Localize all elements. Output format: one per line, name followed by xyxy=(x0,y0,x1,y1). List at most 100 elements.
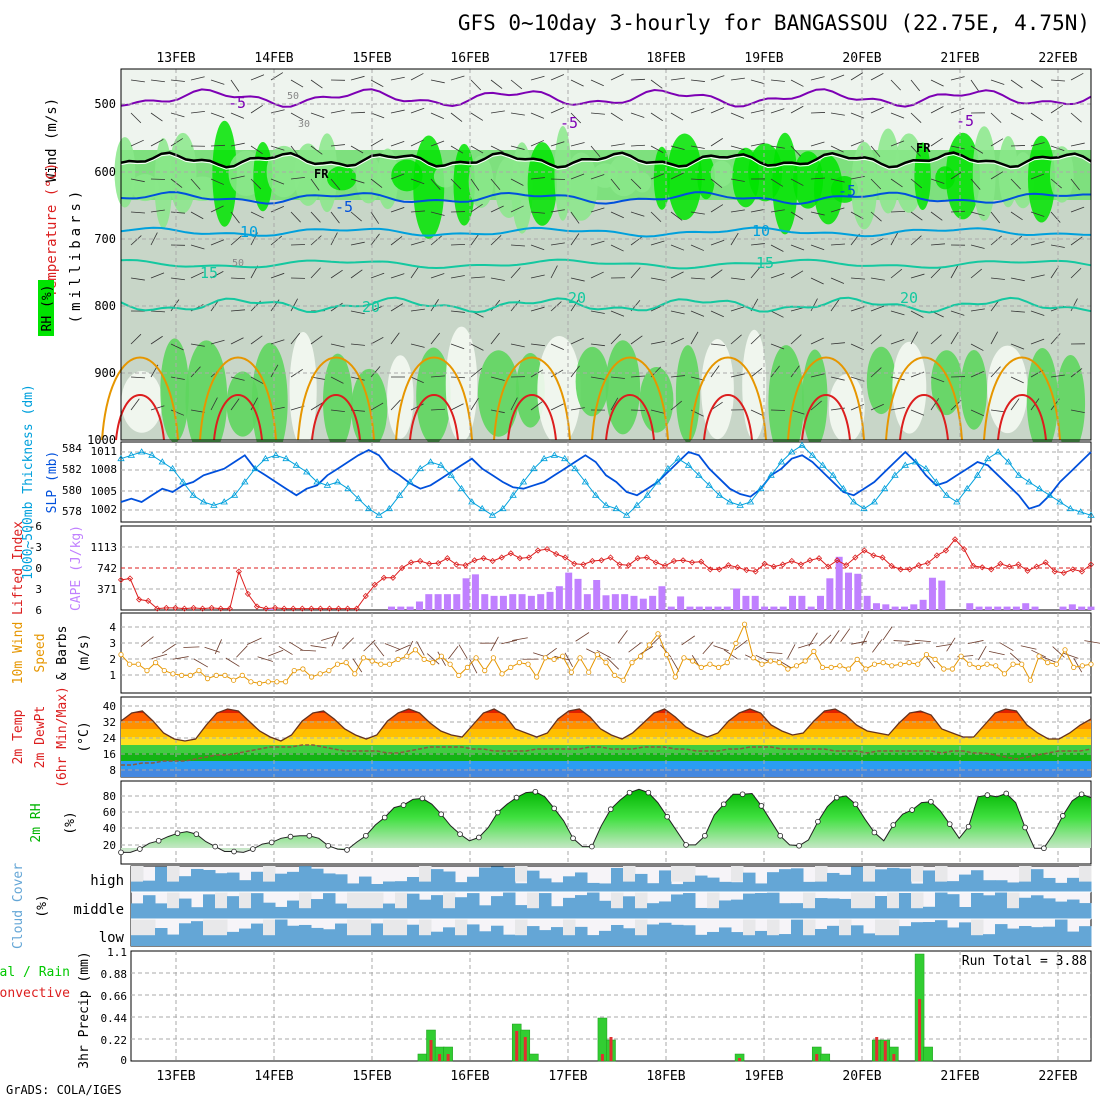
rh-point xyxy=(250,847,255,852)
rh-point xyxy=(533,789,538,794)
cloud-bar xyxy=(323,929,336,946)
wind-speed-point xyxy=(976,665,980,669)
cape-bar xyxy=(537,594,544,610)
contour-label: 20 xyxy=(362,298,380,316)
cloud-gap xyxy=(887,892,900,908)
cloud-bar xyxy=(491,896,504,919)
top-date-label: 14FEB xyxy=(254,51,293,66)
rh-cell xyxy=(606,340,640,434)
wind-speed-point xyxy=(431,660,435,664)
bottom-date-label: 16FEB xyxy=(450,1069,489,1084)
wind-speed-point xyxy=(188,673,192,677)
rh-cell xyxy=(160,338,189,442)
cloud-bar xyxy=(551,882,564,892)
wind-speed-point xyxy=(214,673,218,677)
rh-cell xyxy=(676,345,700,442)
contour-label: 15 xyxy=(200,264,218,282)
cloud-bar xyxy=(839,899,852,919)
cloud-bar xyxy=(371,884,384,892)
rh-axis-label: RH (%) xyxy=(40,285,55,332)
rh-point xyxy=(589,844,594,849)
cloud-gap xyxy=(623,866,636,882)
cape-bar xyxy=(994,607,1001,610)
cloud-level-label: low xyxy=(99,930,125,946)
cloud-bar xyxy=(911,884,924,892)
rh-point xyxy=(420,796,425,801)
cloud-bar xyxy=(815,898,828,919)
cloud-bar xyxy=(227,896,240,919)
cloud-bar xyxy=(491,926,504,946)
pressure-tick: 600 xyxy=(94,165,116,179)
cloud-gap xyxy=(1079,866,1092,882)
rh-point xyxy=(571,836,576,841)
cloud-bar xyxy=(1019,926,1032,946)
cloud-gap xyxy=(563,919,576,935)
rh-point xyxy=(797,843,802,848)
cloud-bar xyxy=(599,883,612,892)
cloud-bar xyxy=(875,896,888,919)
rh-point xyxy=(476,835,481,840)
cloud-bar xyxy=(311,928,324,946)
cloud-gap xyxy=(395,892,408,908)
wind-speed-point xyxy=(959,654,963,658)
rh-cell xyxy=(711,161,733,187)
rh-point xyxy=(665,814,670,819)
pressure-tick: 700 xyxy=(94,232,116,246)
cloud-bar xyxy=(647,924,660,946)
rh-tick: 40 xyxy=(103,822,116,835)
wind-speed-point xyxy=(578,656,582,660)
cape-axis-label: CAPE (J/kg) xyxy=(69,525,84,611)
rh-cell xyxy=(608,156,640,197)
cloud-gap xyxy=(803,892,816,908)
cape-bar xyxy=(1069,604,1076,610)
cape-bar xyxy=(976,607,983,610)
cloud-bar xyxy=(875,934,888,946)
cape-bar xyxy=(500,596,507,610)
cape-bar xyxy=(854,574,861,610)
cape-bar xyxy=(677,596,684,610)
contour-label: 30 xyxy=(298,119,310,130)
wind-speed-point xyxy=(777,660,781,664)
wind-speed-point xyxy=(465,665,469,669)
wind-speed-point xyxy=(509,665,513,669)
rh-panel: 80 60 40 20 2m RH (%) xyxy=(29,781,1091,864)
cloud-bar xyxy=(923,907,936,919)
cloud-bar xyxy=(179,876,192,892)
precip-convective-bar xyxy=(447,1054,450,1061)
slp-tick: 1008 xyxy=(91,463,118,476)
cloud-bar xyxy=(659,923,672,946)
contour-label: FR xyxy=(916,141,931,155)
cloud-bar xyxy=(443,927,456,946)
cloud-bar xyxy=(683,893,696,919)
cloud-bar xyxy=(599,901,612,919)
contour-label: 50 xyxy=(287,91,299,102)
cloud-bar xyxy=(275,919,288,946)
wind-speed-point xyxy=(647,643,651,647)
wind-speed-point xyxy=(179,673,183,677)
cape-bar xyxy=(752,596,759,610)
cape-bar xyxy=(966,603,973,610)
rh-point xyxy=(382,815,387,820)
cloud-bar xyxy=(587,883,600,892)
wind-speed-point xyxy=(803,659,807,663)
wind-speed-point xyxy=(309,675,313,679)
rh-point xyxy=(910,808,915,813)
wind-speed-point xyxy=(604,660,608,664)
cloud-bar xyxy=(959,875,972,892)
wind-speed-point xyxy=(318,672,322,676)
rh-point xyxy=(627,790,632,795)
cloud-bar xyxy=(1055,919,1068,946)
rh-point xyxy=(740,792,745,797)
cloud-bar xyxy=(695,876,708,892)
cloud-bar xyxy=(1031,895,1044,919)
cape-bar xyxy=(593,580,600,610)
cloud-bar xyxy=(467,877,480,892)
cloud-bar xyxy=(479,868,492,892)
cloud-bar xyxy=(299,866,312,892)
cloud-bar xyxy=(599,931,612,946)
cape-bar xyxy=(910,604,917,610)
cloud-bar xyxy=(431,932,444,946)
wind-barb xyxy=(1011,145,1025,146)
cape-bar xyxy=(621,594,628,610)
rh-point xyxy=(929,799,934,804)
